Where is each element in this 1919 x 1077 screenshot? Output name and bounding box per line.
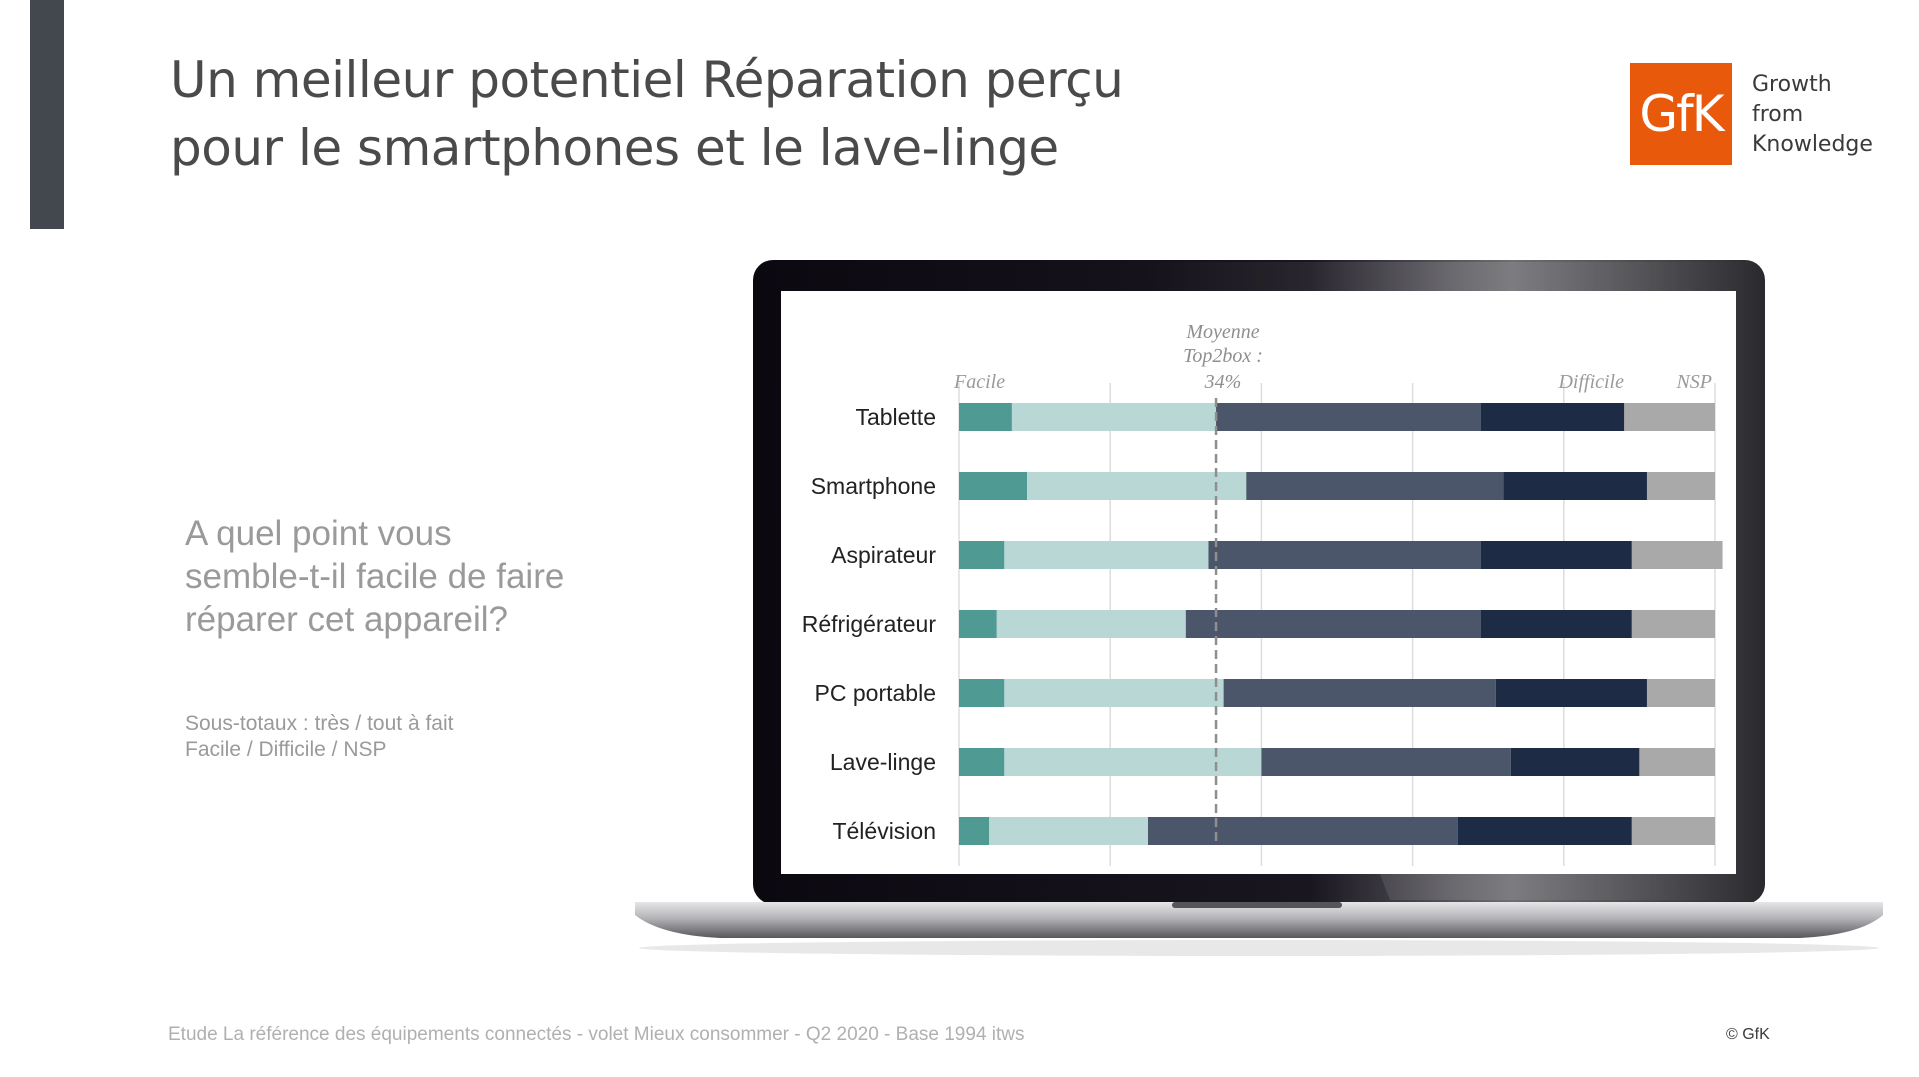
subtotals-line-1: Sous-totaux : très / tout à fait bbox=[185, 712, 454, 735]
bar-segment bbox=[1011, 403, 1217, 431]
bar-segment bbox=[1480, 541, 1632, 569]
legend-difficile-label: Difficile bbox=[1557, 371, 1624, 393]
question-line-1: A quel point vous bbox=[185, 514, 452, 553]
bar-segment bbox=[1624, 403, 1715, 431]
bar-segment bbox=[1510, 748, 1640, 776]
subtotals-note: Sous-totaux : très / tout à fait Facile … bbox=[185, 711, 453, 763]
bar-segment bbox=[996, 610, 1186, 638]
bar-segment bbox=[1480, 610, 1632, 638]
average-label-line-1: Moyenne bbox=[1185, 321, 1259, 343]
bar-segment bbox=[959, 610, 997, 638]
bar-segment bbox=[1261, 748, 1511, 776]
bar-segment bbox=[1004, 541, 1209, 569]
bar-segment bbox=[1480, 403, 1625, 431]
bar-segment bbox=[1216, 403, 1481, 431]
bar-segment bbox=[1503, 472, 1647, 500]
bar-segment bbox=[959, 541, 1005, 569]
bar-segment bbox=[1646, 679, 1715, 707]
chart-category-labels: Tablette Smartphone Aspirateur Réfrigérateu… bbox=[802, 404, 937, 844]
laptop-base bbox=[635, 902, 1883, 938]
webcam-icon bbox=[1255, 272, 1265, 282]
tagline-line-1: Growth bbox=[1752, 72, 1832, 97]
bar-segment bbox=[959, 748, 1005, 776]
category-label: Aspirateur bbox=[831, 542, 936, 568]
tagline-line-2: from bbox=[1752, 102, 1804, 127]
bar-segment bbox=[989, 817, 1148, 845]
bar-segment bbox=[959, 679, 1005, 707]
bar-segment bbox=[1457, 817, 1632, 845]
gfk-logo: GfK bbox=[1630, 63, 1732, 165]
page-title: Un meilleur potentiel Réparation perçu p… bbox=[170, 46, 1124, 182]
logo-tagline: Growth from Knowledge bbox=[1752, 70, 1873, 160]
subtotals-line-2: Facile / Difficile / NSP bbox=[185, 738, 387, 761]
bar-segment bbox=[1495, 679, 1647, 707]
bar-segment bbox=[1027, 472, 1247, 500]
bar-segment bbox=[1631, 817, 1715, 845]
bar-segment bbox=[959, 472, 1028, 500]
bar-segment bbox=[1208, 541, 1481, 569]
category-label: PC portable bbox=[815, 680, 936, 706]
category-label: Tablette bbox=[855, 404, 936, 430]
chart-bars bbox=[959, 403, 1723, 845]
category-label: Lave-linge bbox=[830, 749, 936, 775]
legend-nsp-label: NSP bbox=[1675, 371, 1712, 393]
bar-segment bbox=[1631, 610, 1715, 638]
bar-segment bbox=[959, 403, 1012, 431]
category-label: Télévision bbox=[832, 818, 936, 844]
footer-source: Etude La référence des équipements conne… bbox=[168, 1024, 1025, 1045]
average-label-line-2: Top2box : bbox=[1183, 345, 1263, 367]
laptop-notch bbox=[1172, 902, 1342, 908]
bar-segment bbox=[1223, 679, 1496, 707]
bar-segment bbox=[959, 817, 990, 845]
bar-segment bbox=[1646, 472, 1715, 500]
tagline-line-3: Knowledge bbox=[1752, 132, 1873, 157]
title-line-1: Un meilleur potentiel Réparation perçu bbox=[170, 51, 1124, 109]
question-line-3: réparer cet appareil? bbox=[185, 600, 508, 639]
bar-segment bbox=[1004, 748, 1262, 776]
accent-bar bbox=[30, 0, 64, 229]
bar-segment bbox=[1631, 541, 1723, 569]
footer-copyright: © GfK bbox=[1726, 1026, 1770, 1043]
bar-segment bbox=[1004, 679, 1224, 707]
title-line-2: pour le smartphones et le lave-linge bbox=[170, 119, 1059, 177]
category-label: Réfrigérateur bbox=[802, 611, 937, 637]
bar-segment bbox=[1148, 817, 1458, 845]
bar-segment bbox=[1246, 472, 1504, 500]
bar-segment bbox=[1185, 610, 1481, 638]
category-label: Smartphone bbox=[811, 473, 936, 499]
laptop-screen bbox=[781, 291, 1736, 874]
legend-facile-label: Facile bbox=[953, 371, 1005, 393]
survey-question: A quel point vous semble-t-il facile de … bbox=[185, 512, 635, 641]
bar-segment bbox=[1639, 748, 1715, 776]
average-label-line-3: 34% bbox=[1204, 371, 1242, 393]
question-line-2: semble-t-il facile de faire bbox=[185, 557, 565, 596]
laptop-shadow bbox=[639, 940, 1879, 956]
